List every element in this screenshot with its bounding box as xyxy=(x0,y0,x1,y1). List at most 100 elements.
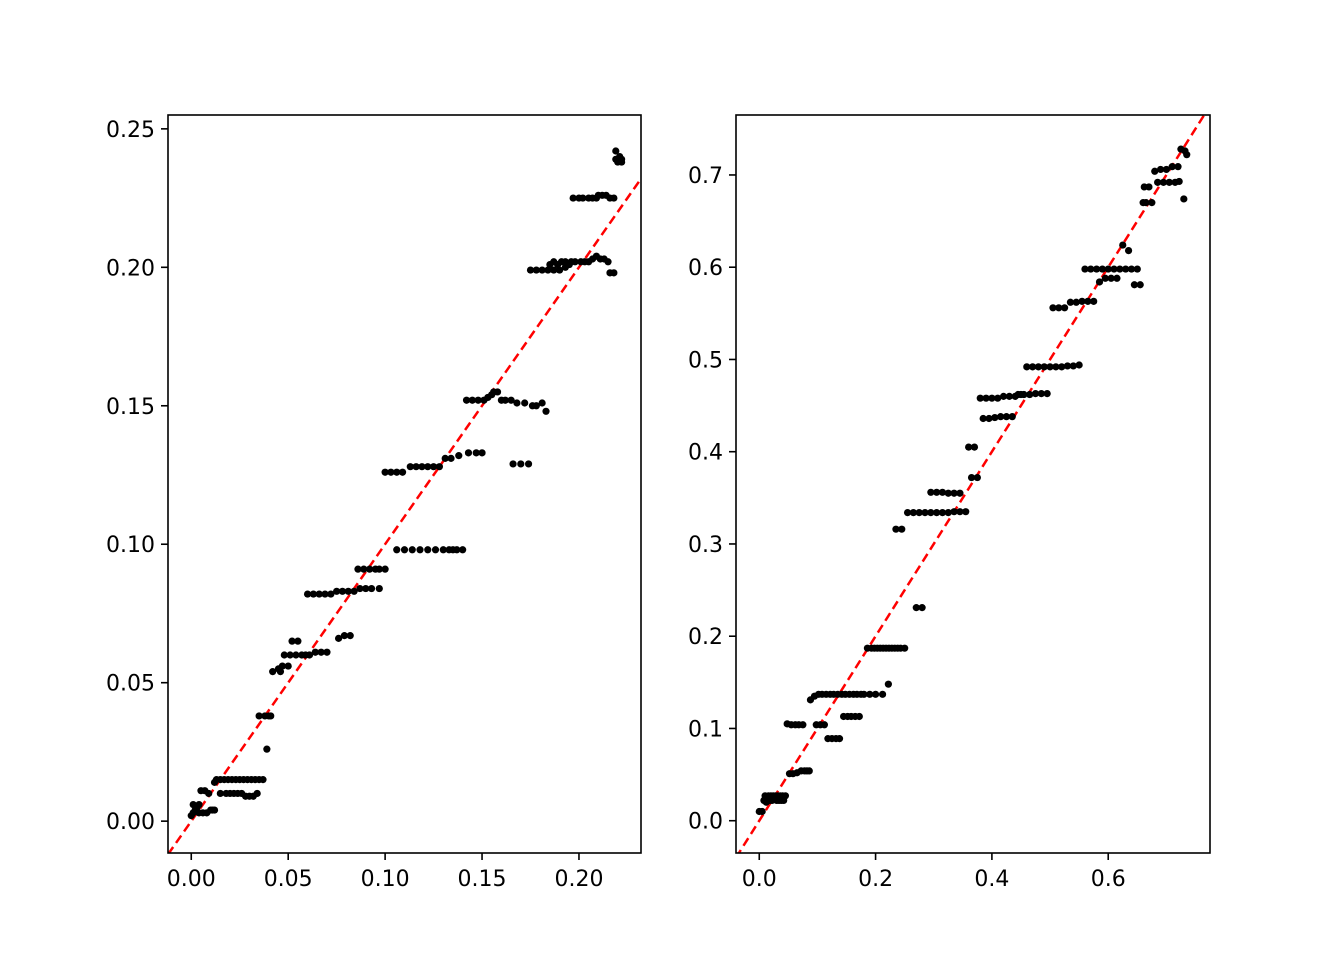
left-data-point xyxy=(344,587,352,595)
right-data-point xyxy=(855,712,863,721)
left-data-point xyxy=(267,712,275,720)
left-data-point xyxy=(195,800,203,809)
left-data-point xyxy=(387,468,395,476)
left-data-point xyxy=(561,263,569,271)
right-data-point xyxy=(1159,178,1168,186)
left-data-point xyxy=(526,266,535,274)
left-data-point xyxy=(474,396,482,404)
right-y-tick-label: 0.2 xyxy=(688,625,723,650)
right-data-point xyxy=(962,508,970,516)
right-data-point xyxy=(921,508,929,517)
left-y-tick-label: 0.05 xyxy=(106,672,155,697)
right-data-point xyxy=(903,508,912,517)
right-reference-line xyxy=(737,115,1206,853)
left-y-tick-label: 0.25 xyxy=(106,118,155,143)
right-data-point xyxy=(1151,167,1159,175)
right-data-point xyxy=(1119,241,1127,249)
left-data-point xyxy=(375,584,383,593)
right-data-point xyxy=(1107,274,1115,282)
right-data-point xyxy=(1081,265,1089,273)
right-data-point xyxy=(938,488,947,496)
right-data-point xyxy=(1084,297,1092,305)
right-data-point xyxy=(909,508,917,517)
left-data-point xyxy=(354,565,362,573)
left-data-point xyxy=(311,648,319,656)
right-data-point xyxy=(1092,265,1101,273)
right-data-point xyxy=(781,792,790,800)
left-data-point xyxy=(375,565,383,573)
right-data-point xyxy=(898,525,906,533)
left-data-point xyxy=(532,402,540,410)
right-data-point xyxy=(1049,304,1057,312)
right-data-point xyxy=(991,413,999,422)
left-data-point xyxy=(333,587,341,595)
right-data-point xyxy=(884,680,892,688)
right-data-point xyxy=(1063,362,1072,370)
left-axes-frame xyxy=(167,114,642,854)
right-data-point xyxy=(1130,281,1138,289)
left-data-point xyxy=(381,565,389,573)
right-data-point xyxy=(1175,177,1183,186)
right-data-point xyxy=(973,473,981,482)
right-x-tick-label: 0.6 xyxy=(1091,867,1126,892)
right-data-point xyxy=(1002,413,1011,421)
right-data-point xyxy=(999,392,1008,400)
right-data-point xyxy=(892,525,900,533)
left-data-point xyxy=(538,399,546,407)
right-data-point xyxy=(915,508,923,517)
right-data-point xyxy=(1029,363,1037,371)
left-data-point xyxy=(400,546,409,554)
right-data-point xyxy=(1090,297,1098,305)
right-data-point xyxy=(1174,163,1182,171)
left-data-point xyxy=(507,396,515,404)
left-data-point xyxy=(305,651,314,659)
left-data-point xyxy=(346,632,354,640)
right-data-point xyxy=(918,604,926,612)
left-data-point xyxy=(367,584,376,593)
right-data-point xyxy=(933,508,941,517)
left-data-point xyxy=(459,546,467,554)
right-data-point xyxy=(1020,390,1028,399)
right-data-point xyxy=(1052,363,1060,371)
left-data-point xyxy=(381,468,389,476)
right-data-point xyxy=(1154,178,1162,186)
right-data-point xyxy=(1110,265,1118,273)
right-axes-frame xyxy=(735,114,1211,854)
right-data-point xyxy=(976,394,984,402)
right-data-point xyxy=(997,413,1005,421)
left-data-point xyxy=(278,662,286,670)
left-data-point xyxy=(464,449,473,457)
left-data-point xyxy=(431,546,440,554)
left-data-point xyxy=(398,468,407,476)
right-data-point xyxy=(1075,361,1083,369)
left-data-point xyxy=(418,463,426,471)
right-data-point xyxy=(1066,298,1075,306)
right-data-point xyxy=(950,489,958,497)
right-data-point xyxy=(1098,265,1107,273)
left-data-point xyxy=(455,452,463,460)
right-data-point xyxy=(979,414,987,423)
left-data-point xyxy=(259,776,267,784)
left-data-point xyxy=(210,806,219,814)
right-data-point xyxy=(1124,247,1133,255)
left-data-point xyxy=(555,266,564,274)
right-data-point xyxy=(1095,278,1104,286)
left-scatter-panel: 0.00 0.05 0.10 0.15 0.20 0.00 0.05 0.10 0.15 0.20… xyxy=(106,114,642,892)
left-data-point xyxy=(276,668,285,676)
right-scatter-panel: 0.0 0.2 0.4 0.6 0.0 0.1 0.2 0.3 0.4 0.5 0.6 0.7 xyxy=(688,114,1211,892)
left-data-point xyxy=(338,587,347,595)
left-data-point xyxy=(429,463,438,471)
left-data-point xyxy=(393,468,401,476)
right-data-point xyxy=(835,735,844,743)
left-data-point xyxy=(424,546,432,554)
right-data-point xyxy=(1023,363,1031,371)
right-y-tick-label: 0.1 xyxy=(688,717,723,742)
right-data-point xyxy=(1168,163,1176,171)
left-data-point xyxy=(538,266,546,274)
right-data-point xyxy=(1104,265,1112,273)
left-data-point xyxy=(550,266,558,274)
right-data-point xyxy=(982,394,990,402)
right-x-tick-label: 0.0 xyxy=(742,867,777,892)
